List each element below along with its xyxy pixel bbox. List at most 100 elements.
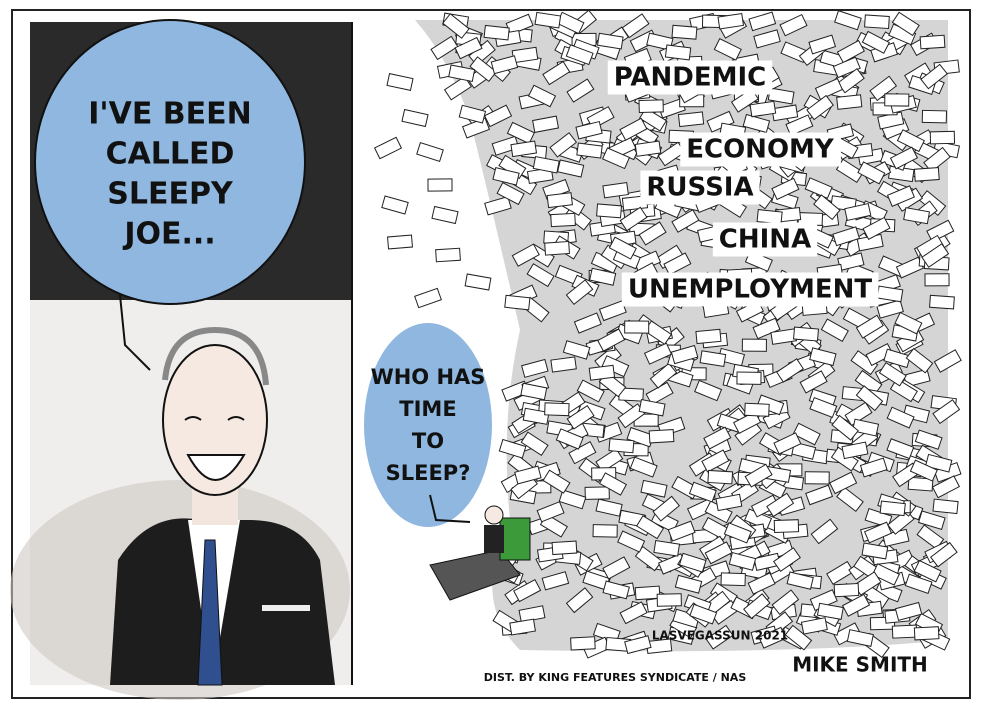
flying-paper	[435, 247, 461, 263]
paper	[634, 140, 662, 157]
paper	[871, 563, 900, 586]
paper	[886, 185, 915, 207]
paper	[521, 358, 549, 378]
paper	[753, 29, 781, 49]
paper	[532, 155, 560, 174]
paper	[648, 429, 675, 444]
paper	[909, 459, 938, 482]
paper	[773, 547, 801, 573]
paper	[638, 221, 667, 246]
paper	[907, 476, 934, 492]
paper	[496, 182, 525, 206]
tie	[197, 539, 223, 686]
paper	[920, 63, 948, 90]
paper	[541, 571, 570, 591]
paper	[458, 104, 487, 124]
paper	[483, 104, 513, 128]
paper	[656, 593, 682, 607]
paper	[490, 55, 519, 75]
eyes	[184, 416, 245, 421]
paper	[931, 475, 961, 499]
paper	[526, 263, 555, 288]
paper	[566, 404, 595, 430]
paper	[905, 347, 934, 374]
paper	[855, 385, 884, 412]
paper	[841, 441, 869, 460]
paper	[904, 573, 933, 595]
paper	[624, 635, 652, 655]
paper	[923, 146, 951, 173]
paper	[566, 78, 595, 103]
paper	[602, 580, 630, 600]
paper	[857, 161, 886, 185]
distribution-credit: DIST. BY KING FEATURES SYNDICATE / NAS	[484, 671, 747, 684]
paper	[565, 279, 594, 306]
paper	[921, 109, 948, 124]
paper	[773, 519, 800, 534]
paper	[629, 456, 658, 478]
paper	[846, 629, 874, 647]
paper	[601, 147, 631, 170]
paper	[595, 498, 623, 517]
paper	[851, 418, 880, 437]
paper	[532, 115, 560, 133]
paper	[793, 326, 820, 342]
label-backing	[680, 132, 841, 167]
paper	[779, 13, 808, 37]
paper	[551, 540, 578, 556]
pile-label: ECONOMY	[686, 135, 835, 165]
paper	[565, 44, 594, 66]
bubble-tail	[119, 294, 151, 371]
paper	[728, 551, 757, 571]
paper	[929, 541, 958, 568]
pile-label: UNEMPLOYMENT	[628, 275, 873, 305]
paper	[861, 30, 890, 54]
label-backing	[640, 170, 760, 205]
paper	[913, 167, 940, 182]
paper	[832, 56, 861, 79]
paper	[723, 522, 752, 544]
paper	[929, 294, 955, 310]
paper	[933, 349, 962, 373]
paper	[924, 273, 950, 287]
paper	[576, 379, 605, 403]
pocket-square	[262, 605, 310, 611]
paper	[771, 104, 799, 122]
paper	[914, 429, 943, 450]
desk	[429, 549, 521, 601]
paper	[443, 75, 472, 101]
paper	[786, 571, 814, 590]
paper	[844, 401, 873, 427]
paper	[506, 121, 535, 145]
paper	[744, 402, 770, 417]
smile	[186, 454, 246, 481]
pile-label: PANDEMIC	[614, 63, 767, 93]
paper	[748, 11, 777, 32]
paper	[809, 396, 838, 419]
paper	[804, 471, 830, 485]
flying-papers	[373, 73, 492, 309]
paper	[913, 626, 940, 641]
paper	[536, 501, 565, 523]
small-body	[484, 525, 504, 553]
paper	[576, 142, 603, 159]
paper	[896, 129, 925, 153]
flying-paper	[373, 136, 403, 160]
paper	[602, 556, 631, 580]
paper	[699, 350, 727, 367]
paper	[520, 431, 549, 457]
paper	[597, 328, 626, 352]
paper	[514, 465, 542, 485]
speech-text: JOE...	[122, 217, 215, 252]
paper	[522, 407, 550, 425]
paper	[483, 24, 510, 41]
paper	[813, 194, 841, 221]
speech-text: WHO HAS	[371, 365, 486, 389]
paper	[484, 195, 512, 216]
pile-labels: PANDEMIC ECONOMY RUSSIA CHINA UNEMPLOYMENT	[607, 60, 879, 307]
flying-paper	[416, 142, 444, 162]
artist-signature: MIKE SMITH	[792, 653, 928, 677]
paper	[595, 448, 624, 473]
paper	[831, 414, 859, 441]
